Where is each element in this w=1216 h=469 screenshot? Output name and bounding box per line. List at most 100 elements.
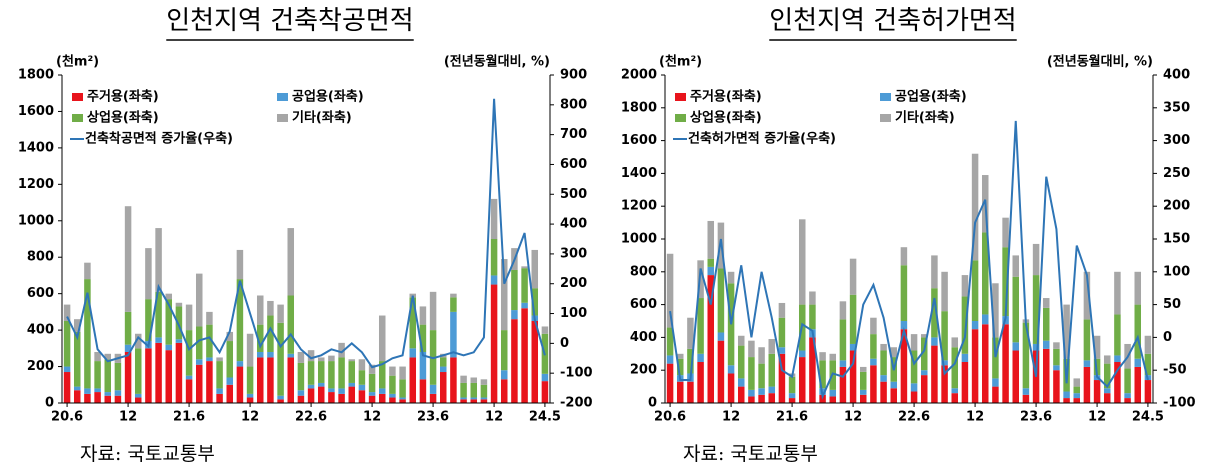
y2-tick-label: 350	[1163, 100, 1190, 115]
bar-segment	[1093, 380, 1101, 403]
bar-segment	[480, 384, 488, 398]
legend-label: 주거용(좌축)	[690, 89, 762, 105]
bar-segment	[931, 288, 938, 338]
bar-segment	[666, 355, 674, 364]
bar-segment	[849, 343, 857, 351]
bar-segment	[378, 361, 386, 389]
bar-segment	[348, 359, 356, 362]
bar-segment	[511, 310, 518, 320]
bar-segment	[409, 348, 417, 358]
bar-segment	[1103, 363, 1111, 389]
bar-segment	[134, 348, 142, 394]
bar-segment	[1042, 348, 1050, 403]
bar-segment	[84, 393, 91, 403]
bar-segment	[829, 396, 837, 403]
legend-label: 건축착공면적 증가율(우축)	[85, 131, 233, 147]
bar-segment	[1073, 398, 1081, 403]
bar-segment	[788, 398, 796, 403]
bar-segment	[236, 361, 244, 367]
y2-tick-label: 800	[560, 97, 587, 112]
y2-tick-label: 300	[1163, 133, 1190, 148]
bar-segment	[94, 388, 101, 393]
bar-segment	[1053, 342, 1060, 349]
bar-segment	[1042, 340, 1050, 349]
bar-segment	[399, 366, 406, 380]
bar-segment	[839, 301, 847, 320]
bar-segment	[226, 384, 234, 403]
bar-segment	[480, 379, 488, 385]
bar-segment	[666, 327, 674, 356]
bar-segment	[450, 293, 457, 298]
bar-segment	[768, 393, 776, 403]
bar-segment	[1022, 394, 1030, 403]
bar-segment	[859, 389, 867, 395]
source-note: 자료: 국토교통부	[683, 443, 818, 465]
x-tick-label: 12	[844, 410, 862, 425]
bar-segment	[531, 288, 539, 316]
bar-segment	[165, 293, 173, 300]
bar-segment	[389, 366, 396, 376]
legend-label: 건축허가면적 증가율(우축)	[688, 131, 836, 147]
y2-tick-label: -200	[560, 396, 593, 411]
bar-segment	[992, 386, 999, 403]
bar-segment	[798, 350, 806, 358]
bar-segment	[809, 291, 816, 305]
bar-segment	[389, 393, 396, 398]
bar-segment	[910, 334, 918, 351]
bar-segment	[951, 388, 959, 394]
bar-segment	[317, 386, 325, 403]
bar-segment	[666, 363, 674, 403]
bar-segment	[1032, 343, 1040, 351]
bar-segment	[1134, 358, 1142, 367]
bar-segment	[981, 232, 989, 315]
bar-segment	[206, 324, 213, 358]
bar-segment	[185, 330, 193, 376]
legend-swatch	[72, 114, 83, 122]
axis-frame	[61, 75, 551, 404]
line-series	[66, 98, 546, 369]
y-tick-label: 1600	[18, 104, 54, 119]
bar-segment	[450, 311, 457, 358]
bar-segment	[429, 384, 437, 394]
bar-segment	[185, 379, 193, 403]
bar-segment	[84, 388, 91, 394]
bar-segment	[727, 373, 735, 403]
bar-segment	[104, 353, 112, 360]
legend-label: 상업용(좌축)	[87, 110, 159, 126]
bar-segment	[531, 321, 539, 403]
y-tick-label: 400	[630, 330, 657, 345]
bar-segment	[73, 319, 81, 332]
bar-segment	[246, 397, 254, 403]
bar-segment	[175, 302, 183, 307]
bar-segment	[195, 359, 203, 365]
bar-segment	[124, 344, 132, 352]
bar-segment	[951, 347, 959, 389]
legend-label: 공업용(좌축)	[292, 89, 364, 105]
bar-segment	[165, 299, 173, 345]
bar-segment	[389, 375, 396, 394]
bar-segment	[1134, 304, 1142, 359]
bar-segment	[768, 353, 776, 387]
line-series	[669, 120, 1149, 400]
bar-segment	[1012, 342, 1020, 351]
y2-tick-label: -50	[1163, 363, 1187, 378]
bar-segment	[256, 357, 264, 403]
bar-segment	[124, 311, 132, 345]
bar-segment	[267, 300, 274, 316]
bar-segment	[368, 392, 376, 396]
bar-segment	[155, 342, 162, 403]
bar-segment	[114, 390, 122, 396]
bar-segment	[687, 348, 694, 374]
bar-segment	[778, 317, 786, 348]
bar-segment	[676, 358, 684, 376]
bar-segment	[981, 324, 989, 403]
y2-tick-label: 700	[560, 127, 587, 142]
bar-segment	[870, 365, 877, 403]
bar-segment	[155, 337, 162, 343]
y-tick-label: 1200	[18, 177, 54, 192]
bar-segment	[951, 393, 959, 403]
bar-segment	[778, 353, 786, 403]
bar-segment	[920, 370, 928, 376]
bar-segment	[666, 253, 674, 328]
